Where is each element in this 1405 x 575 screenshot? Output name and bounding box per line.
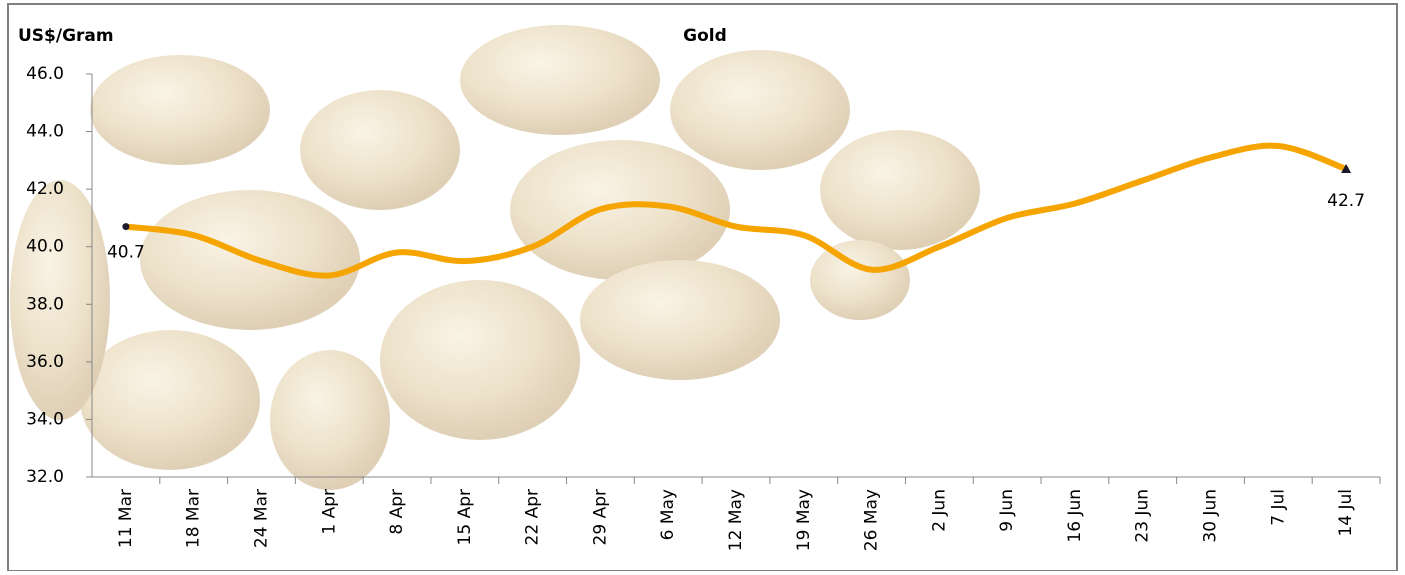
x-tick-label: 8 Apr: [387, 489, 407, 535]
y-tick-label: 34.0: [26, 409, 64, 429]
x-tick-label: 26 May: [862, 489, 882, 551]
chart: Gold US$/Gram 32.0 34.0 36.0 38.0 40.0 42.0 44…: [0, 0, 1405, 571]
x-tick-label: 16 Jun: [1065, 489, 1085, 543]
point-marker: [122, 223, 129, 230]
x-tick-label: 1 Apr: [319, 489, 339, 535]
x-tick-label: 6 May: [658, 489, 678, 540]
chart-title: Gold: [683, 26, 727, 46]
x-tick-label: 29 Apr: [590, 489, 610, 545]
x-tick-label: 14 Jul: [1336, 489, 1356, 537]
x-tick-label: 23 Jun: [1133, 489, 1153, 543]
data-label: 42.7: [1327, 191, 1365, 211]
x-tick-label: 9 Jun: [997, 489, 1017, 532]
x-tick-label: 30 Jun: [1201, 489, 1221, 543]
y-axis-title: US$/Gram: [18, 26, 114, 46]
y-tick-label: 40.0: [26, 237, 64, 257]
x-tick-label: 22 Apr: [523, 489, 543, 545]
x-tick-label: 15 Apr: [455, 489, 475, 545]
x-tick-label: 12 May: [726, 489, 746, 551]
y-tick-label: 42.0: [26, 179, 64, 199]
y-tick-label: 44.0: [26, 122, 64, 142]
x-tick-label: 11 Mar: [116, 489, 136, 548]
y-tick-label: 38.0: [26, 294, 64, 314]
y-tick-label: 36.0: [26, 352, 64, 372]
y-tick-label: 32.0: [26, 467, 64, 487]
x-tick-label: 2 Jun: [929, 489, 949, 532]
x-tick-label: 18 Mar: [184, 489, 204, 548]
x-tick-label: 19 May: [794, 489, 814, 551]
y-tick-label: 46.0: [26, 64, 64, 84]
data-label: 40.7: [107, 243, 145, 263]
x-tick-label: 24 Mar: [251, 489, 271, 548]
x-tick-label: 7 Jul: [1268, 489, 1288, 526]
